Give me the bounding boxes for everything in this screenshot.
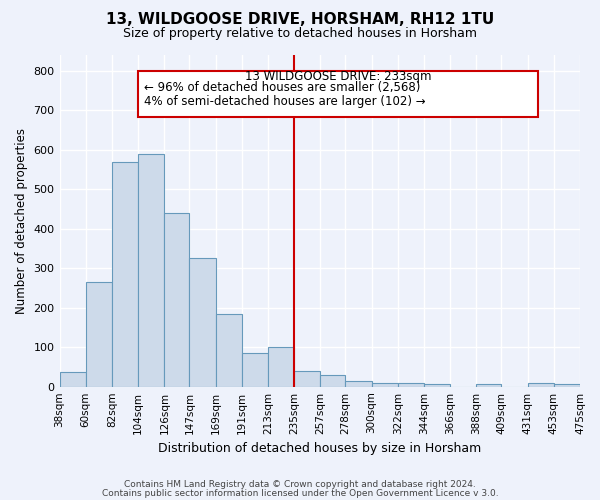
Bar [554,384,580,386]
Bar [190,258,215,386]
Bar [242,353,268,386]
Bar [320,375,346,386]
Bar [294,371,320,386]
Text: Size of property relative to detached houses in Horsham: Size of property relative to detached ho… [123,28,477,40]
Text: 13 WILDGOOSE DRIVE: 233sqm: 13 WILDGOOSE DRIVE: 233sqm [245,70,431,82]
Bar [268,347,294,387]
X-axis label: Distribution of detached houses by size in Horsham: Distribution of detached houses by size … [158,442,481,455]
Bar [371,382,398,386]
Bar [112,162,138,386]
Bar [86,282,112,387]
Text: ← 96% of detached houses are smaller (2,568): ← 96% of detached houses are smaller (2,… [144,82,421,94]
Bar [164,213,190,386]
Bar [215,314,242,386]
Bar [527,382,554,386]
Bar [476,384,502,386]
Bar [138,154,164,386]
Text: 13, WILDGOOSE DRIVE, HORSHAM, RH12 1TU: 13, WILDGOOSE DRIVE, HORSHAM, RH12 1TU [106,12,494,28]
Bar [398,382,424,386]
Text: Contains HM Land Registry data © Crown copyright and database right 2024.: Contains HM Land Registry data © Crown c… [124,480,476,489]
Bar [59,372,86,386]
Text: Contains public sector information licensed under the Open Government Licence v : Contains public sector information licen… [101,488,499,498]
Bar [424,384,450,386]
Bar [346,381,371,386]
Y-axis label: Number of detached properties: Number of detached properties [15,128,28,314]
Text: 4% of semi-detached houses are larger (102) →: 4% of semi-detached houses are larger (1… [144,96,426,108]
FancyBboxPatch shape [138,71,538,118]
